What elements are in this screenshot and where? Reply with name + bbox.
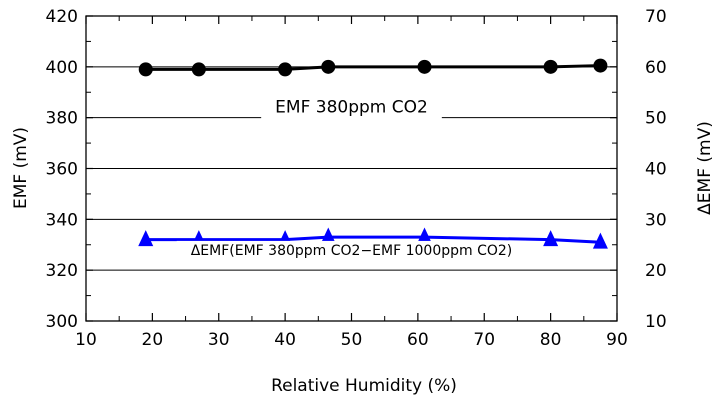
series-1-point-0 bbox=[138, 62, 153, 77]
annotation-layer: EMF 380ppm CO2 ΔEMF(EMF 380ppm CO2−EMF 1… bbox=[176, 95, 527, 263]
y-tick-label-300: 300 bbox=[46, 312, 78, 332]
series-2-point-5 bbox=[543, 230, 559, 247]
x-tick-label-80: 80 bbox=[540, 330, 562, 350]
y-tick-label-360: 360 bbox=[46, 160, 78, 180]
y2-tick-label-40: 40 bbox=[645, 160, 667, 180]
y-tick-label-380: 380 bbox=[46, 109, 78, 129]
x-axis-title: Relative Humidity (%) bbox=[271, 376, 457, 396]
series-2-point-3 bbox=[320, 227, 336, 244]
series-1-line bbox=[145, 64, 601, 71]
y2-tick-label-50: 50 bbox=[645, 109, 667, 129]
x-tick-label-70: 70 bbox=[473, 330, 495, 350]
y-tick-label-420: 420 bbox=[46, 7, 78, 27]
x-tick-label-60: 60 bbox=[407, 330, 429, 350]
x-tick-label-20: 20 bbox=[142, 330, 164, 350]
y2-tick-label-20: 20 bbox=[645, 261, 667, 281]
series-1-point-6 bbox=[593, 58, 608, 73]
annotation-delta-emf-background bbox=[176, 240, 527, 263]
x-tick-label-40: 40 bbox=[274, 330, 296, 350]
series-1-point-1 bbox=[191, 62, 206, 77]
y2-tick-label-30: 30 bbox=[645, 210, 667, 230]
x-tick-label-30: 30 bbox=[208, 330, 230, 350]
series-2-point-6 bbox=[592, 232, 608, 249]
y-axis-title: EMF (mV) bbox=[11, 127, 31, 209]
y2-tick-label-10: 10 bbox=[645, 312, 667, 332]
annotation-emf-380ppm: EMF 380ppm CO2 bbox=[275, 98, 428, 118]
annotation-delta-emf: ΔEMF(EMF 380ppm CO2−EMF 1000ppm CO2) bbox=[191, 243, 513, 259]
y2-tick-label-60: 60 bbox=[645, 58, 667, 78]
series-layer bbox=[138, 58, 608, 249]
y-tick-label-400: 400 bbox=[46, 58, 78, 78]
series-1-point-5 bbox=[543, 59, 558, 74]
series-1-point-4 bbox=[417, 59, 432, 74]
y2-axis-title: ΔEMF (mV) bbox=[695, 121, 715, 215]
y2-tick-label-70: 70 bbox=[645, 7, 667, 27]
series-2-point-0 bbox=[138, 230, 154, 247]
y-tick-label-340: 340 bbox=[46, 210, 78, 230]
annotation-emf-background bbox=[261, 95, 442, 121]
series-1-point-2 bbox=[278, 62, 293, 77]
y-tick-label-320: 320 bbox=[46, 261, 78, 281]
axis-layer: 10 20 30 40 50 60 70 80 90 300 320 340 360 380 400 420 1… bbox=[46, 7, 667, 350]
x-tick-label-90: 90 bbox=[606, 330, 628, 350]
x-tick-label-10: 10 bbox=[75, 330, 97, 350]
series-2-point-4 bbox=[417, 227, 433, 244]
x-tick-label-50: 50 bbox=[341, 330, 363, 350]
series-1-point-3 bbox=[321, 59, 336, 74]
